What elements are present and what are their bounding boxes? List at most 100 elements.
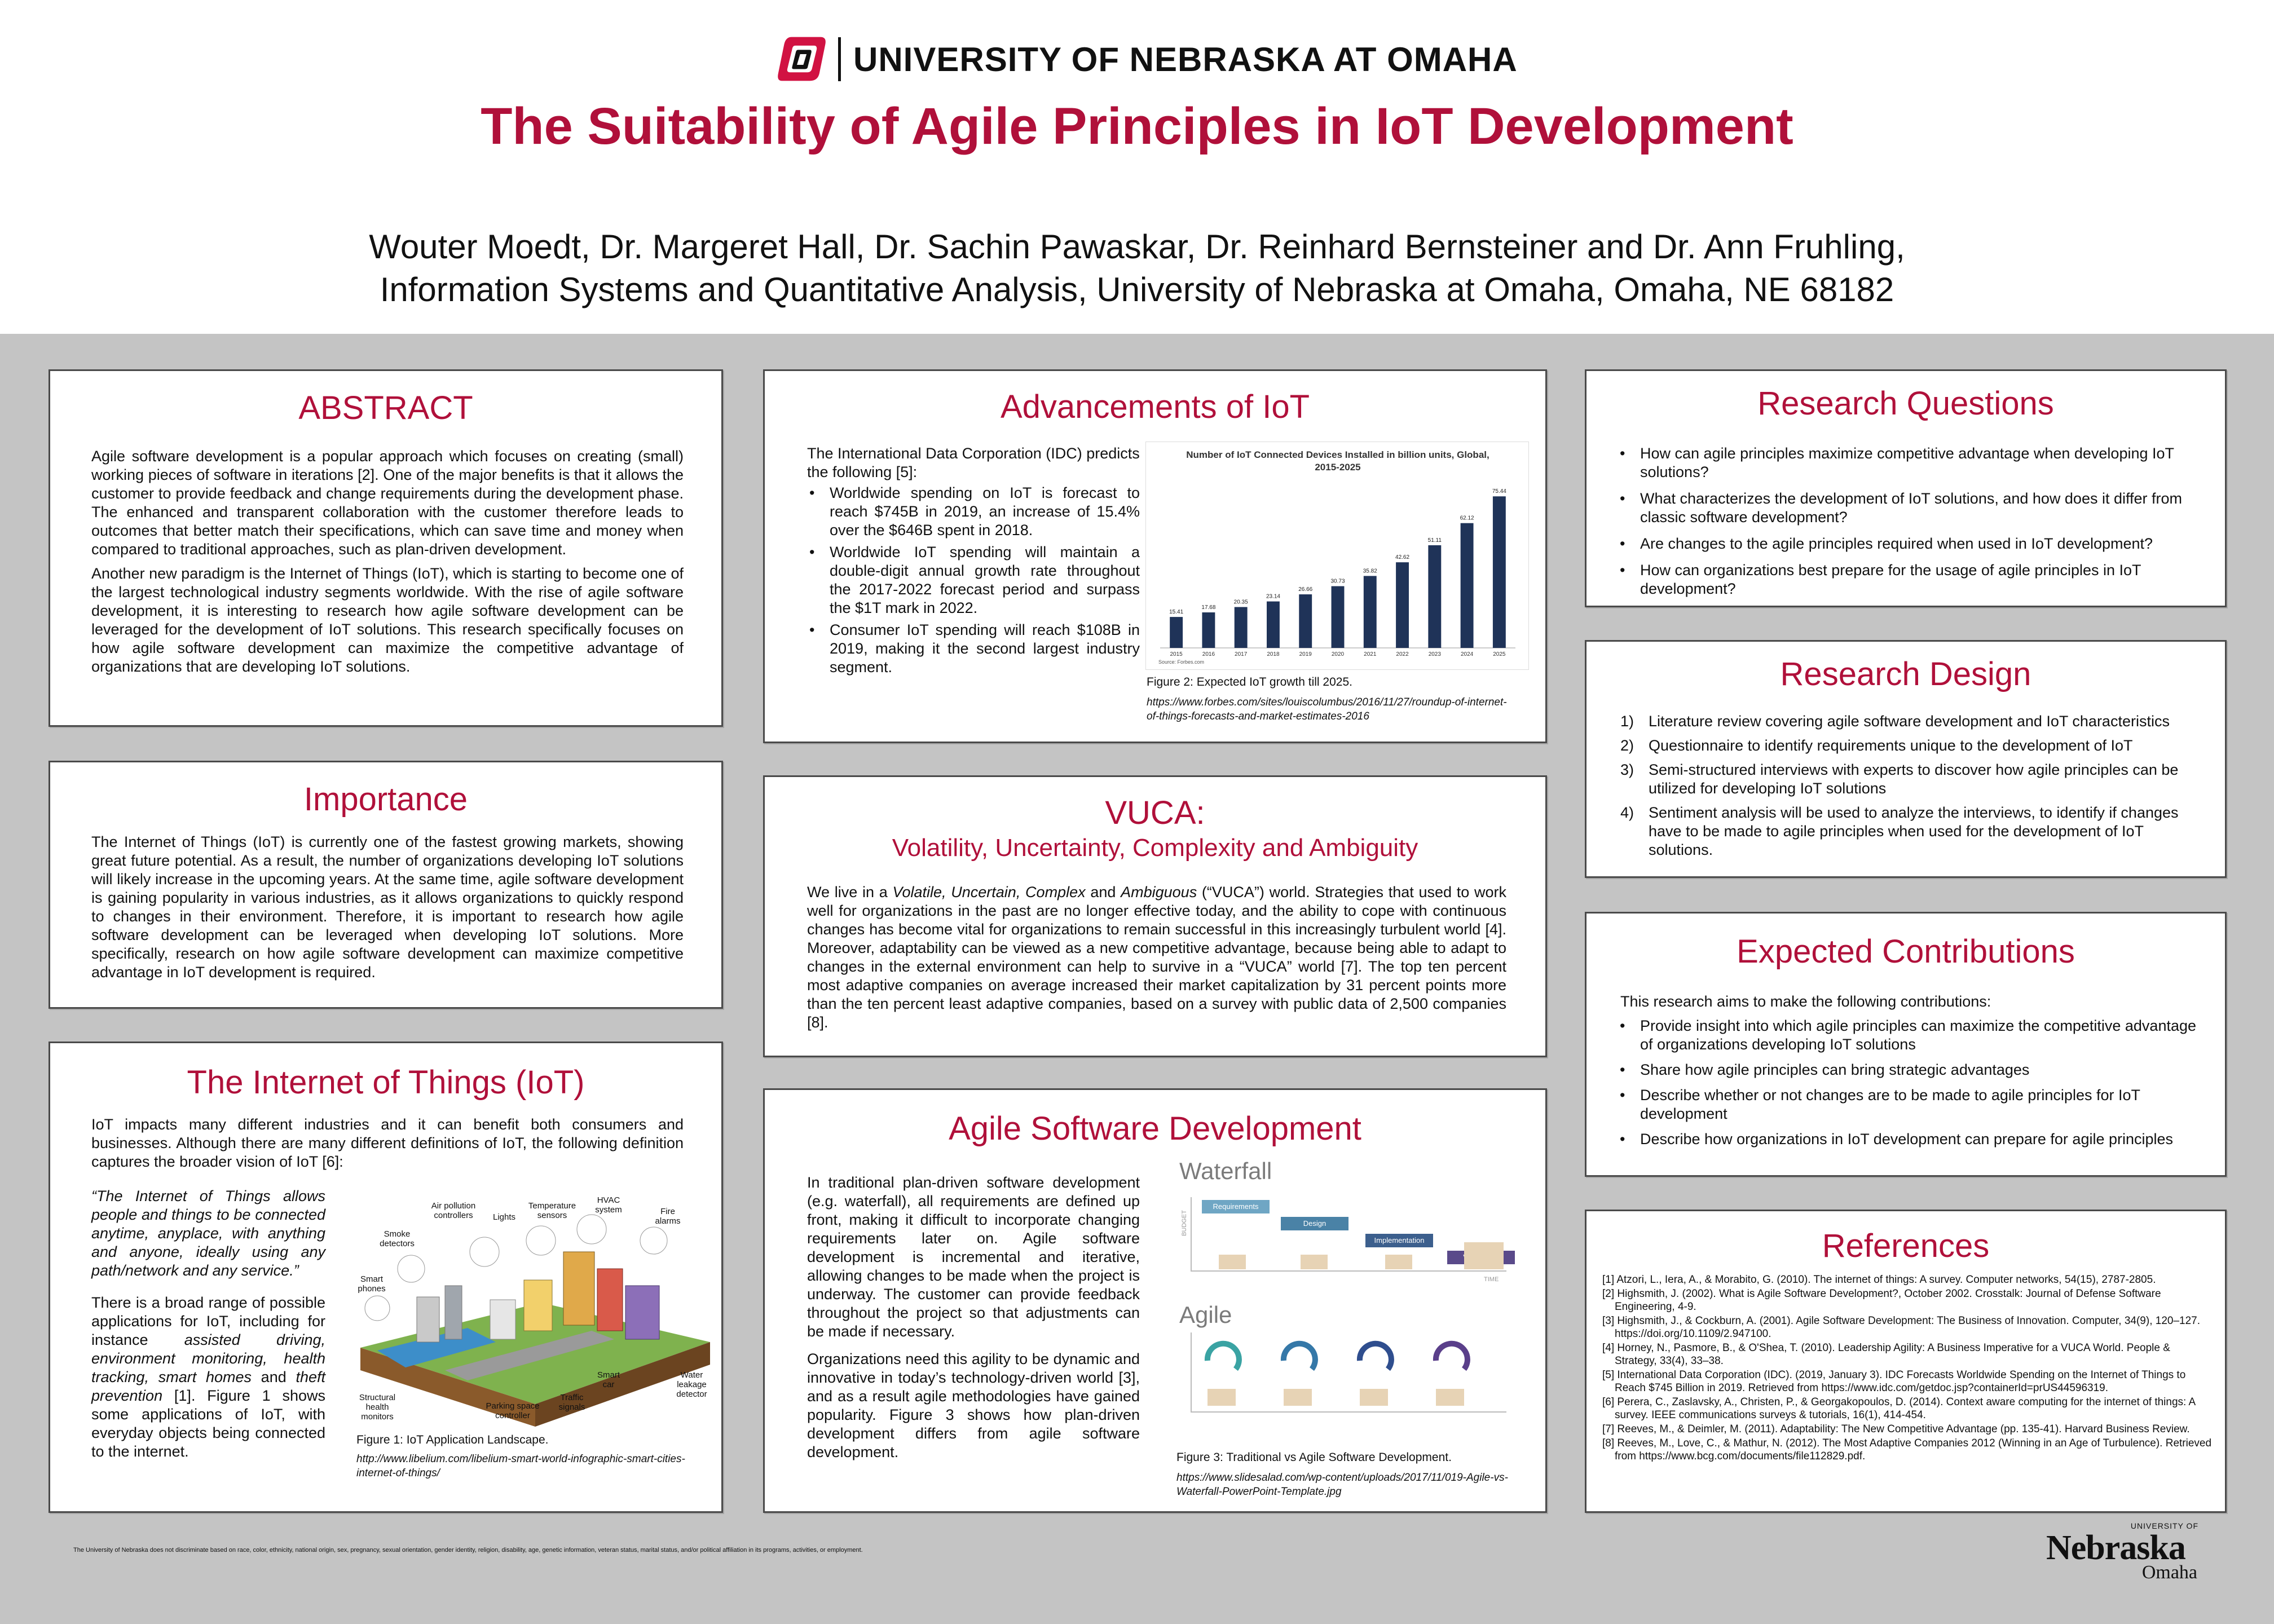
iot-applications-text: There is a broad range of possible appli… [91, 1294, 325, 1461]
research-questions-panel: Research Questions How can agile princip… [1585, 369, 2227, 607]
iot-chart: Number of IoT Connected Devices Installe… [1145, 442, 1529, 670]
figure3-source: https://www.slidesalad.com/wp-content/up… [1176, 1472, 1508, 1498]
reference-item: [8] Reeves, M., Love, C., & Mathur, N. (… [1602, 1437, 2212, 1462]
list-item: Describe whether or not changes are to b… [1618, 1086, 2210, 1123]
box-icon [1301, 1255, 1328, 1269]
box-icon [1219, 1255, 1246, 1269]
x-tick-label: 2023 [1429, 651, 1442, 657]
vuca-subtitle: Volatility, Uncertainty, Complexity and … [892, 834, 1418, 862]
bar-value-label: 35.82 [1363, 568, 1377, 574]
authors-line: Wouter Moedt, Dr. Margeret Hall, Dr. Sac… [369, 228, 1905, 266]
chart-bar [1460, 523, 1474, 648]
list-text: Literature review covering agile softwar… [1649, 713, 2170, 730]
university-logo: UNIVERSITY OF NEBRASKA AT OMAHA [775, 34, 1518, 85]
x-tick-label: 2016 [1202, 651, 1215, 657]
list-item: 4) Sentiment analysis will be used to ana… [1620, 804, 2207, 859]
waterfall-label: Waterfall [1179, 1158, 1272, 1184]
poster-header: UNIVERSITY OF NEBRASKA AT OMAHA The Suit… [0, 0, 2274, 334]
list-item: Consumer IoT spending will reach $108B i… [807, 621, 1140, 677]
figure-label: Water leakage detector [676, 1370, 707, 1399]
box-icon [1464, 1242, 1504, 1269]
chart-bar [1396, 562, 1409, 648]
iot-title: The Internet of Things (IoT) [187, 1064, 585, 1101]
bar-value-label: 62.12 [1460, 515, 1474, 522]
expected-contributions-list: Provide insight into which agile princip… [1618, 1017, 2210, 1155]
agile-label: Agile [1179, 1301, 1232, 1328]
abstract-paragraph: Agile software development is a popular … [91, 448, 684, 558]
abstract-text: Agile software development is a popular … [91, 447, 684, 682]
waterfall-step: Requirements [1202, 1200, 1270, 1213]
advancements-title: Advancements of IoT [1000, 389, 1310, 425]
research-design-title: Research Design [1780, 656, 2031, 692]
reference-item: [5] International Data Corporation (IDC)… [1602, 1369, 2186, 1394]
bar-value-label: 23.14 [1266, 594, 1280, 600]
chart-bar [1202, 612, 1215, 648]
figure-label: Smoke detectors [380, 1229, 415, 1248]
list-item: Describe how organizations in IoT develo… [1618, 1130, 2210, 1149]
research-questions-list: How can agile principles maximize compet… [1618, 444, 2210, 606]
expected-contributions-panel: Expected Contributions This research aim… [1585, 912, 2227, 1177]
chart-bar [1331, 586, 1345, 648]
agile-text: In traditional plan-driven software deve… [807, 1173, 1140, 1467]
university-name: UNIVERSITY OF NEBRASKA AT OMAHA [853, 40, 1518, 78]
research-design-panel: Research Design 1) Literature review cove… [1585, 640, 2227, 878]
figure2-caption: Figure 2: Expected IoT growth till 2025. [1147, 676, 1352, 689]
figure-label: Lights [493, 1212, 516, 1222]
research-questions-title: Research Questions [1757, 385, 2054, 422]
vuca-emphasis: Volatile, Uncertain, Complex [892, 884, 1086, 901]
figure-label: HVAC system [595, 1195, 622, 1215]
vuca-text: We live in a Volatile, Uncertain, Comple… [807, 883, 1506, 1038]
chart-bar [1492, 496, 1506, 648]
list-number: 4) [1620, 804, 1634, 821]
list-item: Worldwide spending on IoT is forecast to… [807, 484, 1140, 540]
bar-value-label: 20.35 [1234, 599, 1248, 606]
bar-value-label: 51.11 [1428, 537, 1442, 544]
figure2-source: https://www.forbes.com/sites/louiscolumb… [1147, 696, 1507, 722]
iot-intro: IoT impacts many different industries an… [91, 1116, 684, 1170]
iot-left-text: “The Internet of Things allows people an… [91, 1187, 325, 1467]
list-text: Sentiment analysis will be used to analy… [1649, 804, 2179, 858]
figure1-source: http://www.libelium.com/libelium-smart-w… [356, 1453, 685, 1479]
reference-item: [2] Highsmith, J. (2002). What is Agile … [1602, 1288, 2161, 1313]
list-item: How can agile principles maximize compet… [1618, 444, 2210, 482]
iot-applications-part: [1]. Figure 1 shows some applications of… [91, 1387, 325, 1460]
list-item: Share how agile principles can bring str… [1618, 1061, 2210, 1079]
vuca-text-part: (“VUCA”) world. Strategies that used to … [807, 884, 1506, 1031]
list-text: Questionnaire to identify requirements u… [1649, 737, 2133, 754]
list-number: 1) [1620, 713, 1634, 730]
figure-label: Air pollution controllers [431, 1201, 476, 1220]
bar-value-label: 26.66 [1298, 586, 1312, 593]
vuca-emphasis: Ambiguous [1121, 884, 1197, 901]
reference-item: [3] Highsmith, J., & Cockburn, A. (2001)… [1602, 1315, 2201, 1340]
figure-label: Temperature sensors [528, 1201, 576, 1220]
poster-title: The Suitability of Agile Principles in I… [481, 98, 1793, 155]
x-tick-label: 2021 [1364, 651, 1377, 657]
chart-bar [1363, 576, 1377, 648]
references-title: References [1822, 1228, 1990, 1264]
bar-value-label: 42.62 [1395, 554, 1409, 561]
bar-value-label: 75.44 [1492, 488, 1506, 495]
list-text: Semi-structured interviews with experts … [1649, 761, 2179, 797]
advancements-panel: Advancements of IoT The International Da… [763, 369, 1547, 743]
list-item: What characterizes the development of Io… [1618, 489, 2210, 527]
waterfall-step: Implementation [1365, 1234, 1433, 1247]
reference-item: [4] Horney, N., Pasmore, B., & O'Shea, T… [1602, 1342, 2170, 1367]
vuca-title: VUCA: [1105, 795, 1205, 831]
logo-top-text: UNIVERSITY OF [2130, 1521, 2198, 1530]
figure-label: Parking space controller [486, 1401, 540, 1420]
chart-bar [1267, 601, 1280, 648]
vuca-text-part: and [1085, 884, 1121, 901]
list-item: Are changes to the agile principles requ… [1618, 535, 2210, 553]
time-axis-label: TIME [1484, 1276, 1499, 1283]
budget-axis-label: BUDGET [1180, 1210, 1188, 1236]
importance-title: Importance [303, 781, 468, 818]
chart-bar [1170, 617, 1183, 648]
chart-source: Source: Forbes.com [1158, 659, 1205, 665]
bar-value-label: 17.68 [1201, 604, 1215, 611]
iot-applications-part: and [251, 1369, 296, 1385]
expected-contributions-intro: This research aims to make the following… [1620, 993, 1991, 1010]
iot-applications-part: There is a broad range of possible appli… [91, 1294, 325, 1348]
importance-paragraph: The Internet of Things (IoT) is currentl… [91, 833, 684, 981]
list-number: 3) [1620, 761, 1634, 778]
waterfall-step: Design [1281, 1217, 1348, 1230]
